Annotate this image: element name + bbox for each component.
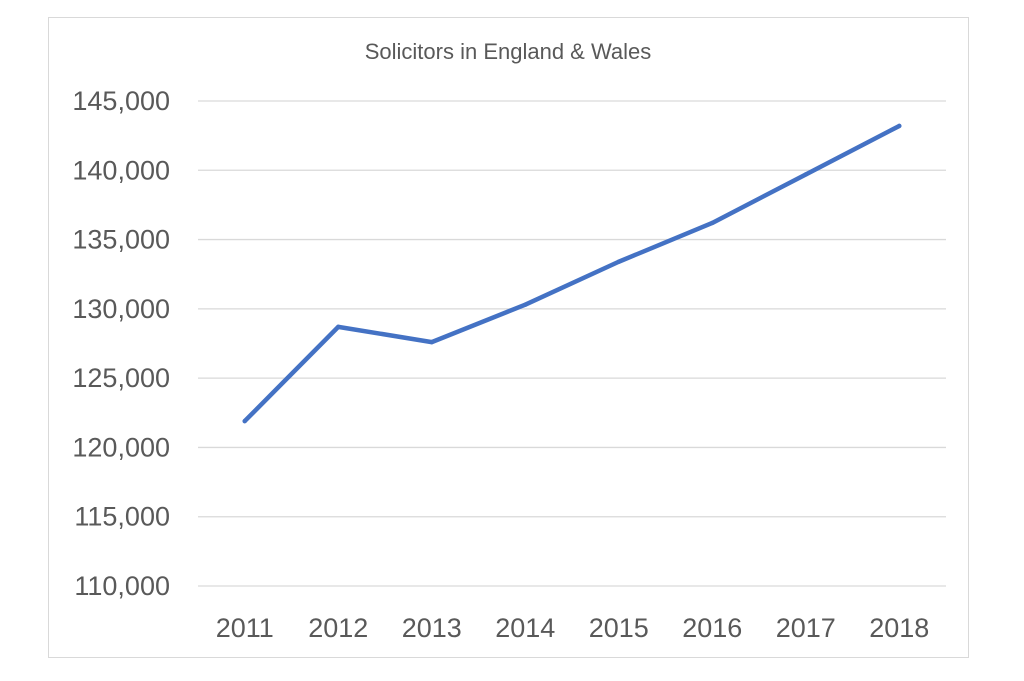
x-axis-ticks: 2011 2012 2013 2014 2015 2016 2017 2018: [216, 613, 930, 643]
chart-title: Solicitors in England & Wales: [365, 39, 652, 64]
data-point: [803, 172, 808, 177]
data-point: [242, 418, 247, 424]
gridlines: [198, 100, 946, 587]
y-tick-label: 130,000: [72, 294, 170, 324]
x-tick-label: 2012: [308, 613, 368, 643]
y-tick-label: 140,000: [72, 155, 170, 185]
y-tick-label: 135,000: [72, 225, 170, 255]
x-tick-label: 2017: [776, 613, 836, 643]
data-point: [336, 324, 341, 330]
y-tick-label: 145,000: [72, 86, 170, 116]
x-tick-label: 2015: [589, 613, 649, 643]
x-tick-label: 2014: [495, 613, 555, 643]
series-layer: [242, 123, 902, 424]
y-axis-ticks: 110,000 115,000 120,000 125,000 130,000 135,0…: [72, 86, 170, 601]
y-tick-label: 125,000: [72, 363, 170, 393]
data-point: [616, 259, 621, 264]
x-tick-label: 2016: [682, 613, 742, 643]
x-tick-label: 2011: [216, 613, 274, 643]
series-line: [242, 123, 902, 424]
y-tick-label: 120,000: [72, 432, 170, 462]
data-point: [710, 220, 715, 226]
y-tick-label: 110,000: [74, 571, 170, 601]
chart-frame: [48, 17, 969, 658]
data-point: [523, 302, 528, 307]
x-tick-label: 2013: [402, 613, 462, 643]
x-tick-label: 2018: [869, 613, 929, 643]
y-tick-label: 115,000: [74, 502, 170, 532]
data-point: [429, 339, 434, 345]
data-point: [897, 123, 902, 129]
